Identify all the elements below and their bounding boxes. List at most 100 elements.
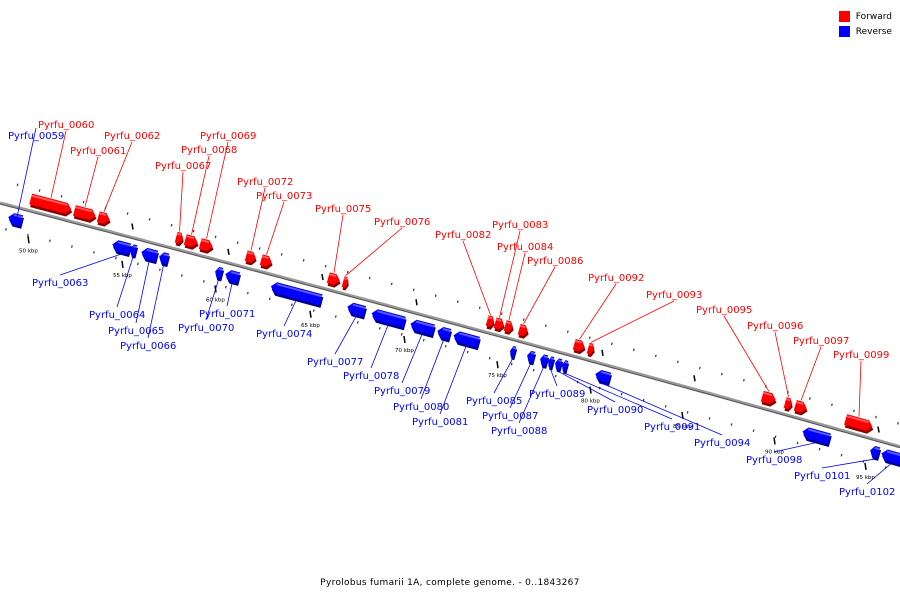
gene-pyrfu-0101[interactable] bbox=[868, 445, 882, 461]
gene-label[interactable]: Pyrfu_0079 bbox=[374, 386, 430, 397]
scale-dot bbox=[686, 411, 689, 414]
gene-label[interactable]: Pyrfu_0094 bbox=[694, 438, 750, 449]
gene-label[interactable]: Pyrfu_0073 bbox=[256, 191, 312, 202]
gene-pyrfu-0066[interactable] bbox=[157, 251, 171, 268]
gene-pyrfu-0080[interactable] bbox=[435, 326, 453, 343]
gene-label[interactable]: Pyrfu_0090 bbox=[587, 405, 643, 416]
gene-pyrfu-0099[interactable] bbox=[843, 414, 875, 435]
gene-pyrfu-0077[interactable] bbox=[345, 301, 367, 320]
gene-label[interactable]: Pyrfu_0074 bbox=[256, 329, 312, 340]
gene-pyrfu-0073[interactable] bbox=[259, 254, 275, 270]
gene-label[interactable]: Pyrfu_0061 bbox=[70, 146, 126, 157]
gene-label[interactable]: Pyrfu_0070 bbox=[178, 323, 234, 334]
gene-pyrfu-0097[interactable] bbox=[793, 400, 810, 417]
reverse-gene-arrow bbox=[347, 302, 367, 317]
gene-pyrfu-0070[interactable] bbox=[213, 266, 225, 282]
gene-pyrfu-0093[interactable] bbox=[586, 342, 597, 358]
gene-pyrfu-0078[interactable] bbox=[370, 308, 408, 331]
gene-pyrfu-0069[interactable] bbox=[198, 238, 215, 255]
gene-label[interactable]: Pyrfu_0081 bbox=[412, 417, 468, 428]
gene-label[interactable]: Pyrfu_0083 bbox=[492, 220, 548, 231]
gene-label[interactable]: Pyrfu_0084 bbox=[497, 242, 553, 253]
gene-label[interactable]: Pyrfu_0102 bbox=[839, 487, 895, 498]
gene-pyrfu-0085[interactable] bbox=[508, 345, 518, 361]
reverse-gene-arrow bbox=[881, 449, 900, 465]
gene-pyrfu-0081[interactable] bbox=[451, 330, 481, 351]
gene-pyrfu-0063[interactable] bbox=[110, 239, 132, 258]
gene-pyrfu-0096[interactable] bbox=[783, 397, 795, 412]
gene-label[interactable]: Pyrfu_0072 bbox=[237, 177, 293, 188]
gene-label[interactable]: Pyrfu_0088 bbox=[491, 426, 547, 437]
gene-label[interactable]: Pyrfu_0085 bbox=[466, 396, 522, 407]
gene-label[interactable]: Pyrfu_0098 bbox=[746, 455, 802, 466]
gene-label[interactable]: Pyrfu_0064 bbox=[89, 310, 145, 321]
gene-pyrfu-0098[interactable] bbox=[800, 426, 832, 448]
gene-label[interactable]: Pyrfu_0082 bbox=[435, 230, 491, 241]
scale-tick bbox=[403, 335, 406, 344]
scale-dot bbox=[840, 453, 843, 457]
gene-pyrfu-0076[interactable] bbox=[341, 276, 351, 291]
legend-item-reverse: Reverse bbox=[838, 24, 892, 39]
gene-label[interactable]: Pyrfu_0091 bbox=[644, 422, 700, 433]
gene-label[interactable]: Pyrfu_0093 bbox=[646, 290, 702, 301]
gene-pyrfu-0094[interactable] bbox=[593, 369, 612, 387]
gene-label[interactable]: Pyrfu_0078 bbox=[343, 371, 399, 382]
gene-label[interactable]: Pyrfu_0066 bbox=[120, 341, 176, 352]
gene-pyrfu-0072[interactable] bbox=[244, 250, 259, 266]
gene-pyrfu-0067[interactable] bbox=[174, 231, 186, 247]
gene-pyrfu-0102[interactable] bbox=[879, 448, 900, 468]
gene-label[interactable]: Pyrfu_0099 bbox=[833, 350, 889, 361]
gene-pyrfu-0088[interactable] bbox=[538, 354, 550, 369]
gene-label[interactable]: Pyrfu_0077 bbox=[307, 357, 363, 368]
gene-pyrfu-0095[interactable] bbox=[760, 390, 779, 408]
gene-label[interactable]: Pyrfu_0095 bbox=[696, 305, 752, 316]
gene-label[interactable]: Pyrfu_0092 bbox=[588, 273, 644, 284]
gene-arrow-highlight bbox=[785, 398, 791, 402]
gene-label[interactable]: Pyrfu_0067 bbox=[155, 161, 211, 172]
gene-pyrfu-0060[interactable] bbox=[29, 193, 74, 218]
gene-pyrfu-0082[interactable] bbox=[485, 315, 497, 330]
gene-pyrfu-0064[interactable] bbox=[128, 244, 139, 259]
gene-label[interactable]: Pyrfu_0069 bbox=[200, 131, 256, 142]
gene-pyrfu-0074[interactable] bbox=[269, 281, 324, 308]
gene-label[interactable]: Pyrfu_0071 bbox=[199, 309, 255, 320]
gene-pyrfu-0089[interactable] bbox=[546, 356, 556, 371]
scale-dot bbox=[93, 251, 95, 254]
gene-label[interactable]: Pyrfu_0087 bbox=[482, 411, 538, 422]
gene-label[interactable]: Pyrfu_0065 bbox=[108, 326, 164, 337]
gene-label[interactable]: Pyrfu_0086 bbox=[527, 256, 583, 267]
gene-label[interactable]: Pyrfu_0080 bbox=[393, 402, 449, 413]
gene-label[interactable]: Pyrfu_0075 bbox=[315, 204, 371, 215]
gene-pyrfu-0059[interactable] bbox=[6, 212, 24, 229]
gene-pyrfu-0086[interactable] bbox=[517, 323, 531, 340]
gene-pyrfu-0091[interactable] bbox=[560, 360, 570, 375]
gene-label[interactable]: Pyrfu_0076 bbox=[374, 217, 430, 228]
scale-label: 65 kbp bbox=[301, 323, 320, 329]
gene-pyrfu-0092[interactable] bbox=[572, 338, 588, 355]
gene-label[interactable]: Pyrfu_0089 bbox=[529, 389, 585, 400]
gene-label[interactable]: Pyrfu_0097 bbox=[793, 336, 849, 347]
reverse-gene-arrow bbox=[371, 309, 406, 328]
gene-label[interactable]: Pyrfu_0060 bbox=[38, 120, 94, 131]
gene-pyrfu-0065[interactable] bbox=[139, 247, 159, 265]
gene-label[interactable]: Pyrfu_0096 bbox=[747, 321, 803, 332]
gene-label[interactable]: Pyrfu_0068 bbox=[181, 145, 237, 156]
gene-pyrfu-0075[interactable] bbox=[326, 272, 343, 289]
reverse-gene-arrow bbox=[555, 358, 563, 370]
forward-gene-arrow bbox=[174, 231, 183, 244]
gene-label[interactable]: Pyrfu_0101 bbox=[794, 471, 850, 482]
gene-pyrfu-0083[interactable] bbox=[493, 317, 507, 333]
gene-pyrfu-0068[interactable] bbox=[183, 234, 200, 251]
legend: Forward Reverse bbox=[838, 9, 892, 39]
gene-label[interactable]: Pyrfu_0063 bbox=[32, 278, 88, 289]
gene-pyrfu-0062[interactable] bbox=[96, 211, 112, 227]
gene-pyrfu-0090[interactable] bbox=[553, 358, 564, 373]
gene-pyrfu-0087[interactable] bbox=[525, 350, 537, 366]
gene-pyrfu-0079[interactable] bbox=[408, 318, 436, 339]
gene-pyrfu-0071[interactable] bbox=[223, 269, 241, 286]
gene-label[interactable]: Pyrfu_0062 bbox=[104, 131, 160, 142]
gene-pyrfu-0061[interactable] bbox=[72, 205, 98, 224]
gene-pyrfu-0084[interactable] bbox=[503, 320, 516, 336]
gene-label[interactable]: Pyrfu_0059 bbox=[8, 131, 64, 142]
